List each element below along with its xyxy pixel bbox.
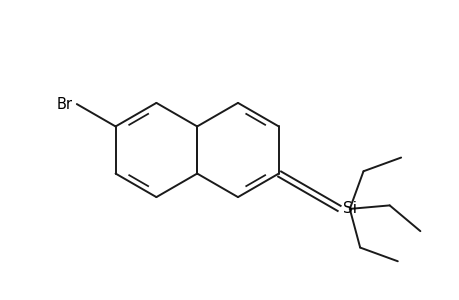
Text: Si: Si: [342, 201, 356, 216]
Text: Br: Br: [57, 97, 73, 112]
